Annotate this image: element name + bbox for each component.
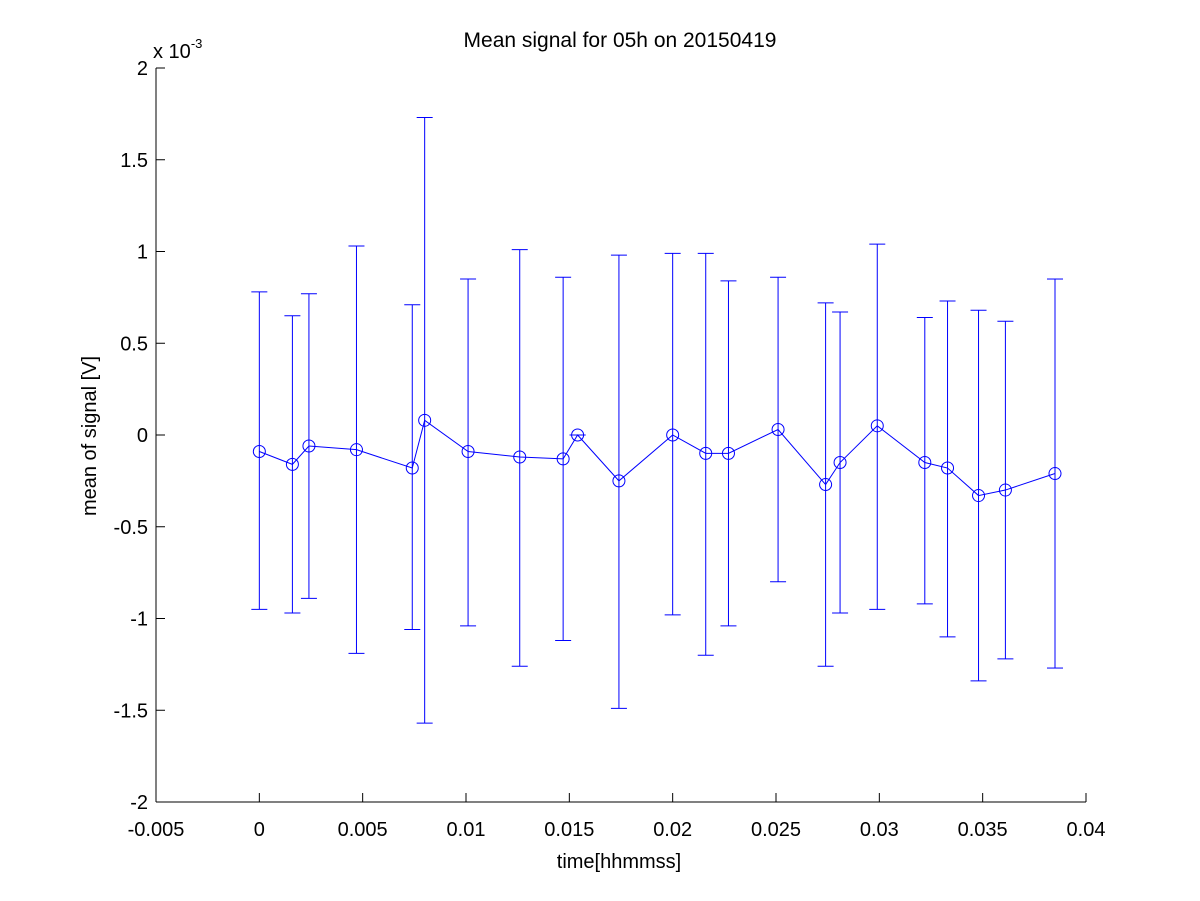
y-tick-label: -1 [130,609,148,631]
x-tick-label: 0.01 [447,819,486,841]
data-point [721,446,735,460]
data-point [405,461,419,475]
data-point [556,452,570,466]
data-point [349,443,363,457]
data-point [285,457,299,471]
x-tick-label: 0.04 [1067,819,1106,841]
y-tick-label: 1.5 [120,150,148,172]
series-line [259,419,1056,497]
data-point [998,483,1012,497]
data-point [972,489,986,503]
data-point [571,428,585,442]
y-tick-label: 0.5 [120,333,148,355]
data-point [771,422,785,436]
y-tick-label: 1 [137,242,148,264]
data-point [941,461,955,475]
x-tick-label: 0.03 [860,819,899,841]
x-tick-label: 0.025 [751,819,801,841]
y-tick-label: -1.5 [114,700,148,722]
data-point [819,478,833,492]
error-bar [664,252,681,616]
x-tick-label: 0.02 [653,819,692,841]
error-bar [610,254,627,709]
data-point [252,445,266,459]
x-axis-ticks: -0.005 0 0.005 0.01 0.015 0.02 0.025 0.03 0.035 0… [128,793,1106,841]
data-point [699,446,713,460]
y-multiplier-base: x 10 [153,41,191,63]
y-tick-label: 0 [137,425,148,447]
data-point [833,456,847,470]
error-bar [916,317,933,605]
x-tick-label: 0.005 [338,819,388,841]
data-point [513,450,527,464]
data-point [612,474,626,488]
series-line-group [259,419,1056,497]
chart-title: Mean signal for 05h on 20150419 [464,29,777,52]
x-tick-label: 0.015 [544,819,594,841]
y-tick-label: 2 [137,58,148,80]
error-bar [251,291,268,610]
error-bar [1047,278,1063,669]
y-axis-label: mean of signal [V] [79,356,101,516]
y-multiplier-exponent: -3 [191,36,203,51]
data-point [418,413,432,427]
y-axis-ticks: -2 -1.5 -1 -0.5 0 0.5 1 1.5 2 [114,58,165,814]
error-bar [460,278,477,627]
data-point [461,445,475,459]
data-point [918,456,932,470]
data-point [302,439,316,453]
y-tick-label: -0.5 [114,517,148,539]
data-point [870,419,884,433]
error-bar [511,249,528,667]
data-point [1048,467,1062,481]
x-tick-label: 0 [254,819,265,841]
y-multiplier-label: x 10-3 [153,36,202,63]
data-point [666,428,680,442]
y-tick-label: -2 [130,792,148,814]
data-markers [252,413,1062,503]
error-bar [869,243,886,610]
x-tick-label: 0.035 [958,819,1008,841]
error-bar [939,300,956,638]
x-axis-label: time[hhmmss] [557,851,681,873]
error-bar [697,252,714,656]
x-tick-label: -0.005 [128,819,185,841]
